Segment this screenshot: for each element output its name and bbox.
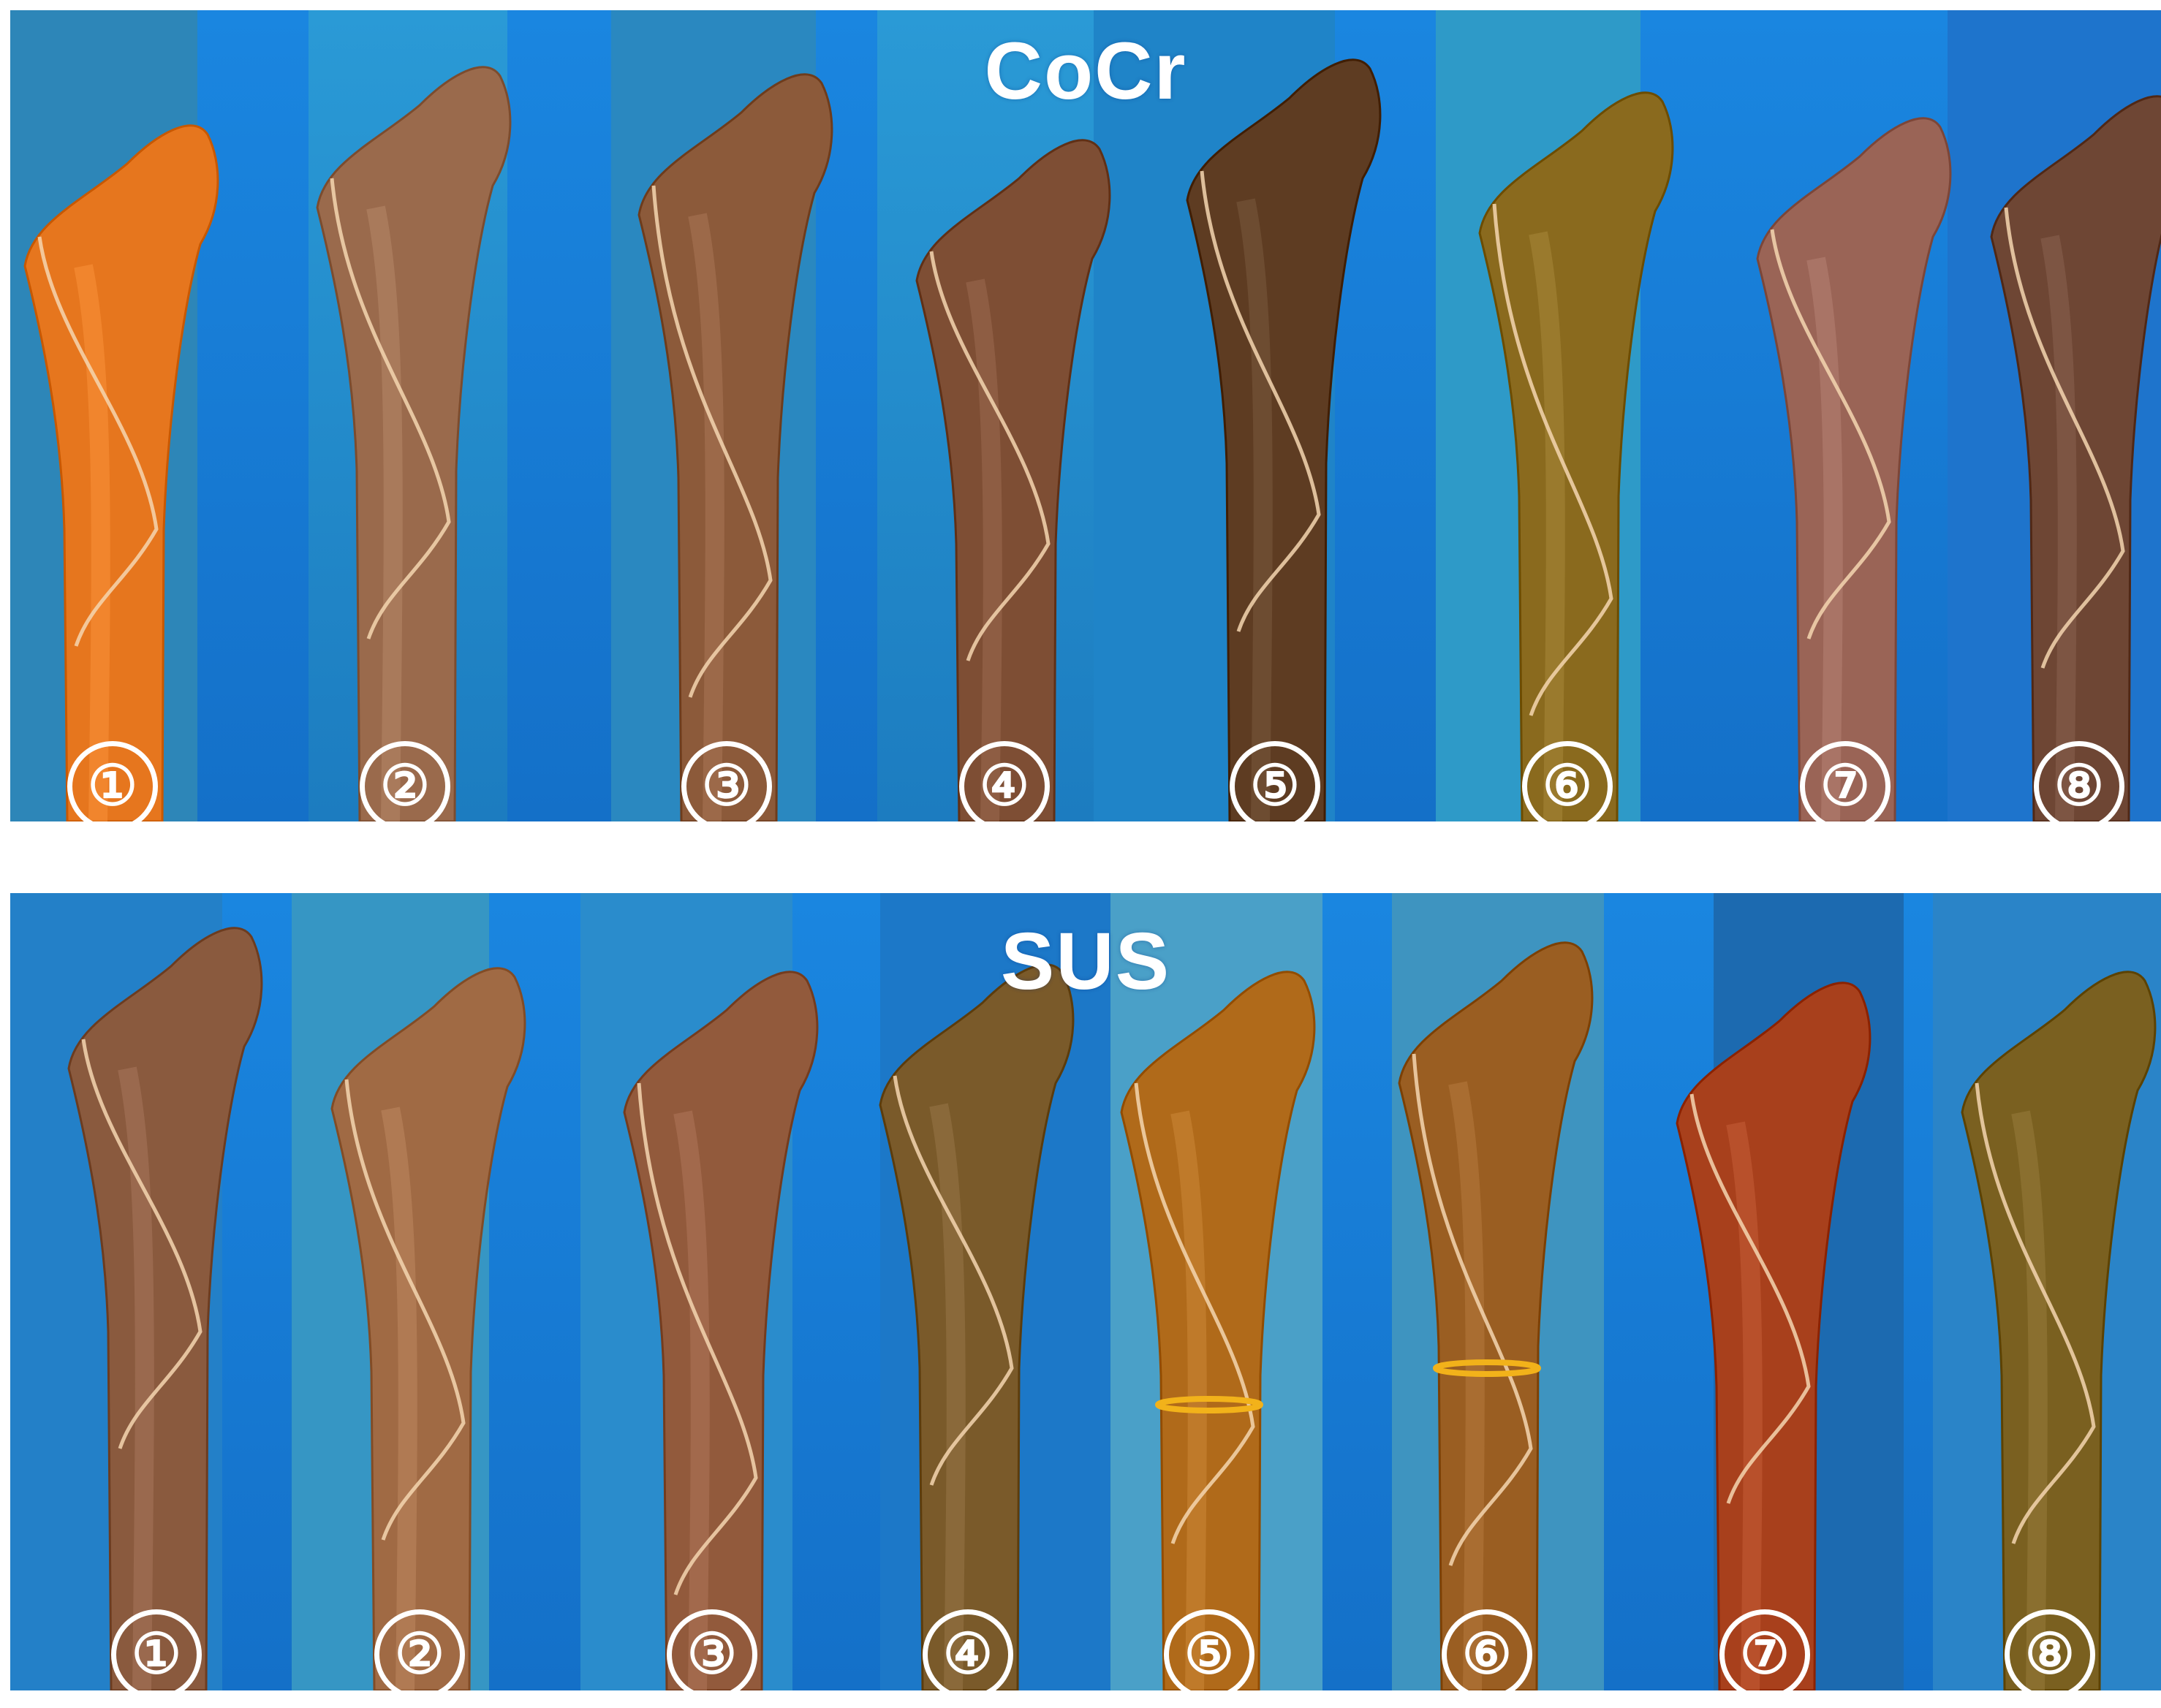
sus-specimen-number-6: ⑥ [1442,1609,1532,1690]
cocr-specimen-number-5: ⑤ [1230,741,1320,821]
sus-photo-strip [10,893,2161,1690]
sus-specimen-number-1: ① [111,1609,202,1690]
cocr-specimen-2 [316,66,512,821]
sus-specimen-number-2: ② [374,1609,465,1690]
sus-specimen-number-3: ③ [667,1609,757,1690]
sus-tie-band-6 [1433,1359,1541,1377]
cocr-specimen-number-2: ② [360,741,450,821]
group-label-cocr: CoCr [984,26,1187,116]
cocr-specimen-number-7: ⑦ [1800,741,1891,821]
cocr-specimen-number-3: ③ [681,741,772,821]
sus-specimen-4 [879,963,1075,1690]
sus-specimen-number-7: ⑦ [1719,1609,1810,1690]
cocr-specimen-number-8: ⑧ [2034,741,2124,821]
cocr-specimen-8 [1990,95,2161,821]
group-label-sus: SUS [1000,916,1171,1006]
sus-specimen-6 [1398,941,1594,1690]
cocr-specimen-3 [637,73,833,821]
sus-specimen-5 [1120,971,1316,1690]
sus-specimen-1 [67,927,263,1690]
cocr-panel: CoCr ① ② ③ ④ ⑤ ⑥ ⑦ ⑧ [10,10,2161,821]
sus-tie-band-5 [1155,1396,1263,1413]
sus-specimen-8 [1961,971,2157,1690]
cocr-specimen-4 [915,139,1111,821]
cocr-specimen-6 [1478,91,1674,821]
cocr-photo-strip [10,10,2161,821]
sus-specimen-7 [1676,982,1872,1690]
sus-panel: SUS ① ② ③ ④ ⑤ ⑥ ⑦ ⑧ [10,893,2161,1690]
cocr-specimen-number-6: ⑥ [1522,741,1613,821]
sus-specimen-number-4: ④ [923,1609,1013,1690]
cocr-specimen-1 [23,124,219,821]
cocr-specimen-7 [1756,117,1952,821]
sus-specimen-2 [330,967,526,1690]
sus-specimen-number-5: ⑤ [1164,1609,1254,1690]
cocr-specimen-number-1: ① [67,741,158,821]
cocr-specimen-number-4: ④ [959,741,1050,821]
sus-specimen-number-8: ⑧ [2005,1609,2095,1690]
sus-specimen-3 [623,971,819,1690]
cocr-specimen-5 [1186,58,1382,821]
